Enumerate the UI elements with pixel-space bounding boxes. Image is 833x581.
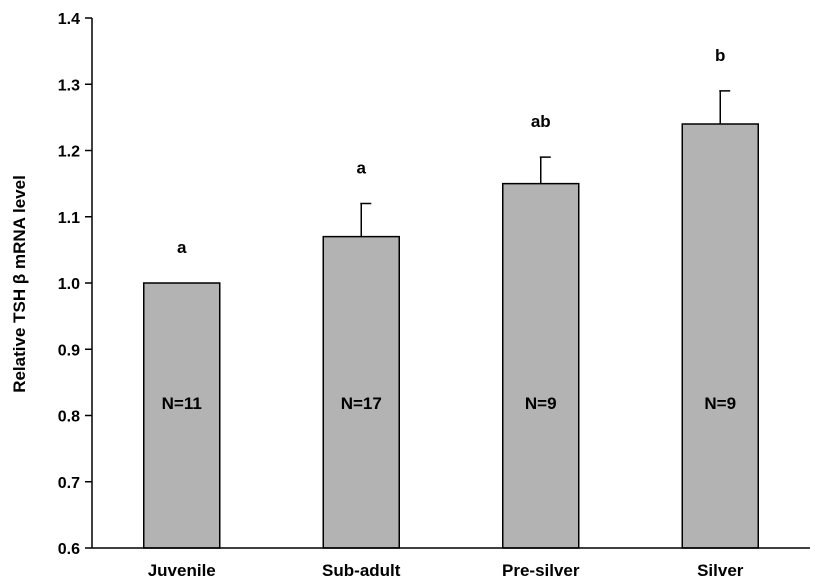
x-tick-label: Sub-adult xyxy=(322,561,401,580)
y-tick-label: 1.1 xyxy=(58,210,80,227)
n-label: N=9 xyxy=(704,394,736,413)
significance-label: ab xyxy=(531,112,551,131)
y-tick-label: 0.8 xyxy=(58,409,80,426)
significance-label: a xyxy=(357,159,367,178)
bars-group: a N=11 a N=17 ab N=9 b N=9 xyxy=(143,46,759,549)
n-label: N=11 xyxy=(162,394,202,413)
bar xyxy=(502,182,580,549)
n-label: N=9 xyxy=(525,394,557,413)
n-label: N=17 xyxy=(341,394,382,413)
y-tick-label: 1.3 xyxy=(58,77,80,94)
bar xyxy=(143,282,221,549)
y-tick-label: 1.4 xyxy=(58,11,80,28)
bar xyxy=(322,235,400,549)
y-tick-label: 1.2 xyxy=(58,144,80,161)
x-tick-label: Silver xyxy=(697,561,744,580)
y-tick-label: 0.7 xyxy=(58,475,80,492)
significance-label: b xyxy=(715,46,725,65)
x-tick-label: Pre-silver xyxy=(502,561,580,580)
y-tick-label: 1.0 xyxy=(58,276,80,293)
y-axis-ticks: 0.6 0.7 0.8 0.9 1.0 1.1 1.2 1.3 1.4 xyxy=(58,11,92,558)
y-axis-label: Relative TSH β mRNA level xyxy=(10,175,29,393)
y-tick-label: 0.6 xyxy=(58,541,80,558)
x-axis-ticks: Juvenile Sub-adult Pre-silver Silver xyxy=(148,561,744,580)
bar xyxy=(681,123,759,549)
significance-label: a xyxy=(177,238,187,257)
y-tick-label: 0.9 xyxy=(58,342,80,359)
x-tick-label: Juvenile xyxy=(148,561,216,580)
